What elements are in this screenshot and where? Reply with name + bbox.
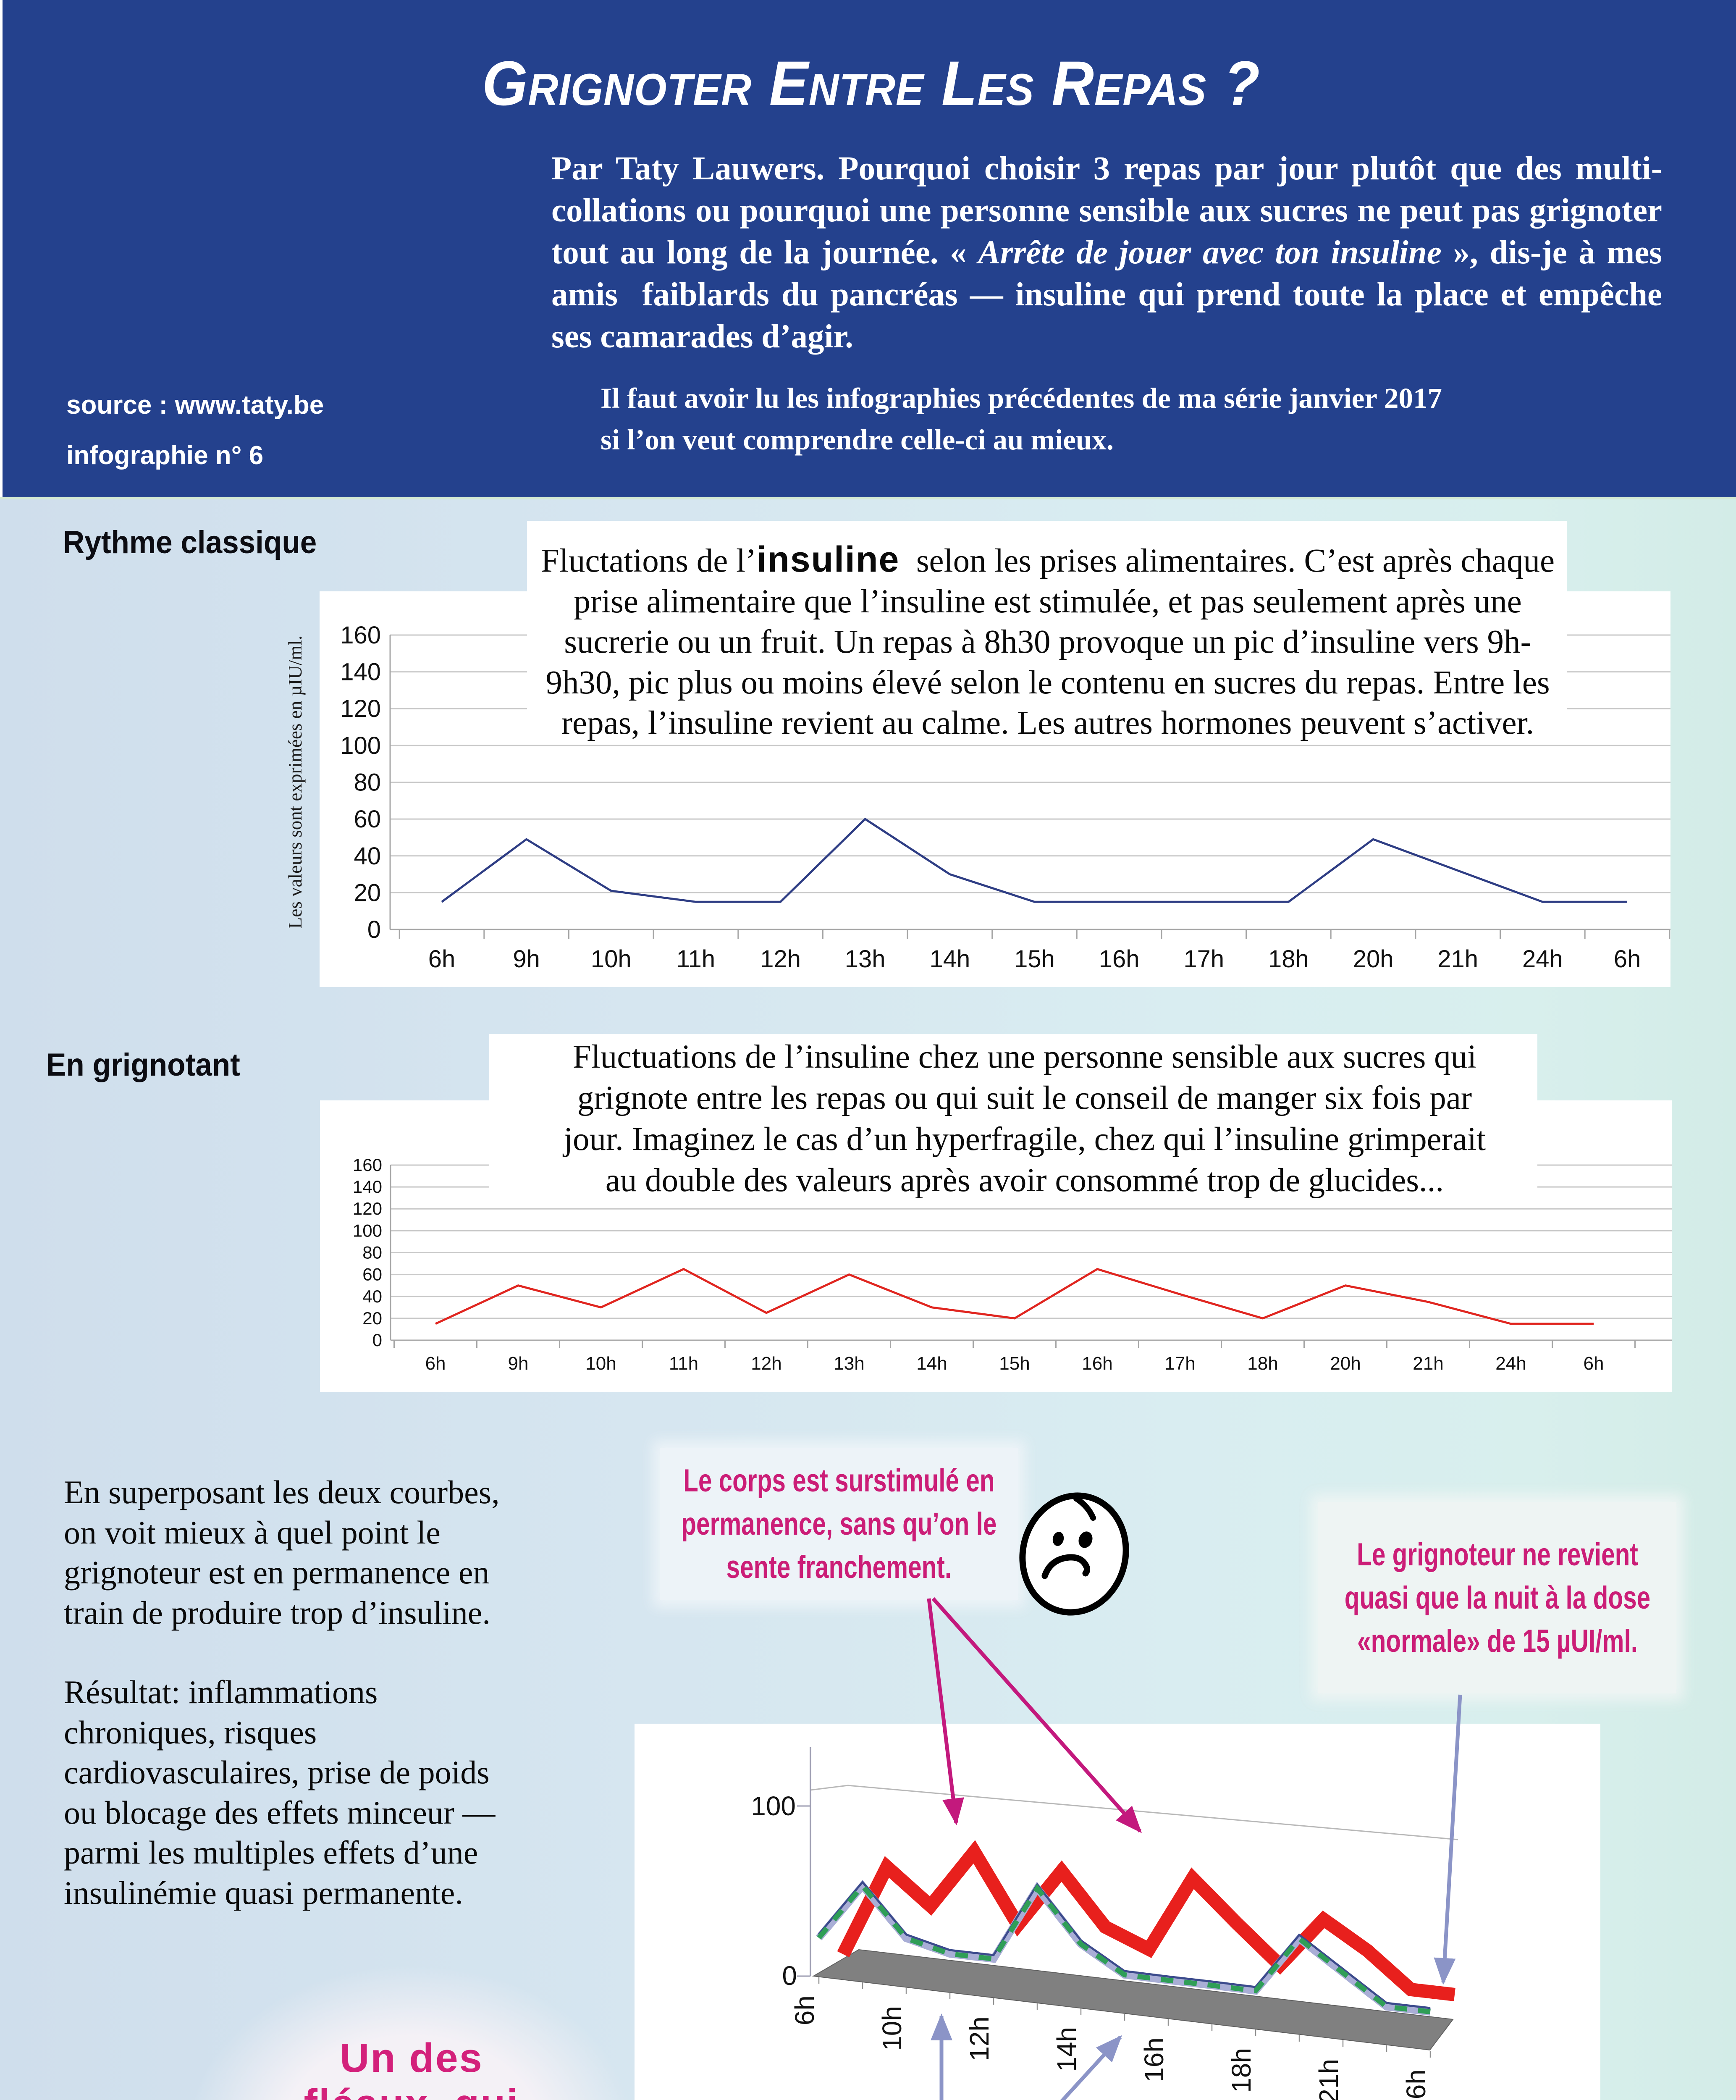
- svg-text:6h: 6h: [425, 1353, 446, 1374]
- svg-text:160: 160: [353, 1155, 382, 1175]
- svg-text:6h: 6h: [789, 1995, 820, 2025]
- svg-text:21h: 21h: [1314, 2059, 1344, 2100]
- svg-text:9h: 9h: [508, 1353, 529, 1374]
- svg-text:80: 80: [362, 1243, 382, 1263]
- svg-text:16h: 16h: [1082, 1353, 1112, 1374]
- svg-text:11h: 11h: [669, 1353, 698, 1374]
- svg-text:20: 20: [354, 879, 381, 906]
- svg-text:0: 0: [367, 916, 381, 943]
- svg-text:12h: 12h: [760, 945, 801, 973]
- svg-text:17h: 17h: [1183, 945, 1224, 973]
- svg-text:6h: 6h: [1584, 1353, 1604, 1374]
- svg-text:10h: 10h: [591, 945, 632, 973]
- svg-text:60: 60: [362, 1265, 382, 1284]
- svg-text:140: 140: [340, 659, 381, 686]
- svg-text:100: 100: [340, 732, 381, 759]
- svg-text:12h: 12h: [964, 2016, 994, 2061]
- svg-text:16h: 16h: [1139, 2037, 1169, 2082]
- svg-text:20h: 20h: [1330, 1353, 1361, 1374]
- svg-text:6h: 6h: [428, 945, 456, 973]
- svg-text:6h: 6h: [1401, 2069, 1431, 2099]
- svg-text:120: 120: [340, 695, 381, 722]
- svg-text:160: 160: [340, 622, 381, 649]
- svg-text:10h: 10h: [877, 2006, 907, 2051]
- svg-text:12h: 12h: [751, 1353, 781, 1374]
- svg-text:14h: 14h: [1052, 2027, 1082, 2072]
- svg-text:40: 40: [362, 1286, 382, 1306]
- svg-text:40: 40: [354, 843, 381, 870]
- svg-text:100: 100: [751, 1791, 796, 1821]
- svg-text:18h: 18h: [1247, 1353, 1278, 1374]
- svg-text:24h: 24h: [1495, 1353, 1526, 1374]
- svg-text:0: 0: [782, 1961, 797, 1991]
- svg-text:13h: 13h: [845, 945, 886, 973]
- svg-text:140: 140: [353, 1177, 382, 1197]
- svg-text:17h: 17h: [1164, 1353, 1195, 1374]
- svg-text:0: 0: [372, 1330, 382, 1350]
- svg-text:6h: 6h: [1614, 945, 1641, 973]
- svg-text:20: 20: [362, 1308, 382, 1328]
- svg-text:11h: 11h: [677, 945, 715, 973]
- svg-text:60: 60: [354, 806, 381, 833]
- svg-text:80: 80: [354, 769, 381, 796]
- svg-text:10h: 10h: [585, 1353, 616, 1374]
- svg-text:18h: 18h: [1226, 2048, 1256, 2093]
- svg-text:9h: 9h: [513, 945, 540, 973]
- svg-text:120: 120: [353, 1199, 382, 1218]
- svg-text:100: 100: [353, 1221, 382, 1240]
- svg-text:21h: 21h: [1437, 945, 1478, 973]
- svg-text:24h: 24h: [1522, 945, 1563, 973]
- svg-text:18h: 18h: [1268, 945, 1309, 973]
- svg-text:16h: 16h: [1099, 945, 1140, 973]
- svg-text:15h: 15h: [1014, 945, 1055, 973]
- svg-text:13h: 13h: [834, 1353, 864, 1374]
- svg-text:20h: 20h: [1353, 945, 1394, 973]
- svg-text:21h: 21h: [1413, 1353, 1443, 1374]
- svg-text:14h: 14h: [930, 945, 970, 973]
- svg-text:15h: 15h: [999, 1353, 1030, 1374]
- svg-text:14h: 14h: [916, 1353, 947, 1374]
